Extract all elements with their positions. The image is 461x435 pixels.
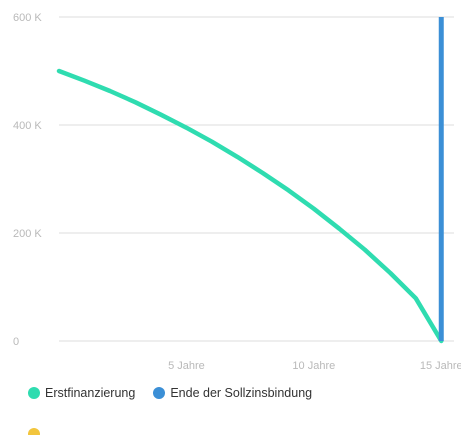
legend-label: Erstfinanzierung: [45, 386, 136, 400]
x-tick-label: 10 Jahre: [292, 360, 335, 372]
legend-item-sollzinsbindung[interactable]: Ende der Sollzinsbindung: [153, 386, 312, 400]
y-tick-label: 200 K: [13, 228, 42, 240]
series-line-erstfinanzierung: [56, 68, 444, 344]
legend-item-cut-off: [28, 425, 40, 435]
legend: Erstfinanzierung Ende der Sollzinsbindun…: [28, 386, 312, 400]
legend-dot-icon: [153, 387, 166, 399]
gridlines: [59, 16, 454, 342]
x-axis-ticks: 5 Jahre 10 Jahre 15 Jahre: [168, 360, 461, 372]
legend-label: Ende der Sollzinsbindung: [170, 386, 313, 400]
loan-balance-chart: 0 200 K 400 K 600 K 5 Jahre 10 Jahre 15 Jahre: [13, 12, 461, 372]
plot-area: [56, 17, 444, 344]
legend-item-erstfinanzierung[interactable]: Erstfinanzierung: [28, 386, 135, 400]
x-tick-label: 15 Jahre: [420, 360, 461, 372]
y-axis-ticks: 0 200 K 400 K 600 K: [13, 12, 42, 348]
legend-dot-icon: [28, 428, 40, 435]
y-tick-label: 600 K: [13, 12, 42, 24]
y-tick-label: 400 K: [13, 120, 42, 132]
legend-dot-icon: [28, 387, 40, 399]
x-tick-label: 5 Jahre: [168, 360, 205, 372]
y-tick-label: 0: [13, 336, 19, 348]
